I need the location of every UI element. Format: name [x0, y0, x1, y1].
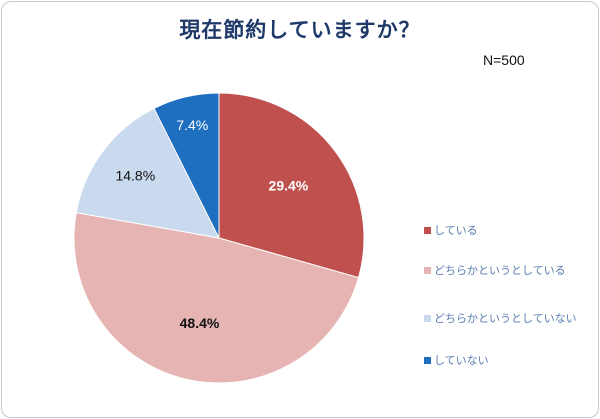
- legend-swatch: [424, 226, 431, 234]
- legend-swatch: [424, 314, 431, 322]
- legend-item: どちらかというとしている: [424, 262, 566, 278]
- pie-slice: [73, 212, 360, 384]
- pie-slice: [75, 107, 220, 239]
- legend-item: している: [424, 222, 478, 238]
- legend-swatch: [424, 356, 431, 364]
- legend-swatch: [424, 266, 431, 274]
- pie-slice: [218, 92, 365, 279]
- legend-label: どちらかというとしている: [434, 264, 566, 277]
- legend-item: どちらかというとしていない: [424, 310, 577, 326]
- legend-item: していない: [424, 352, 489, 368]
- legend-label: している: [434, 224, 478, 237]
- legend-label: どちらかというとしていない: [434, 312, 577, 325]
- slice-value-label: 48.4%: [180, 315, 220, 331]
- chart-title: 現在節約していますか？: [179, 18, 421, 42]
- legend-label: していない: [434, 354, 489, 367]
- slice-value-label: 14.8%: [115, 168, 155, 184]
- sample-size-label: N=500: [483, 52, 525, 68]
- slice-value-label: 7.4%: [176, 117, 208, 133]
- slice-value-label: 29.4%: [269, 178, 309, 194]
- pie-slice: [153, 92, 220, 239]
